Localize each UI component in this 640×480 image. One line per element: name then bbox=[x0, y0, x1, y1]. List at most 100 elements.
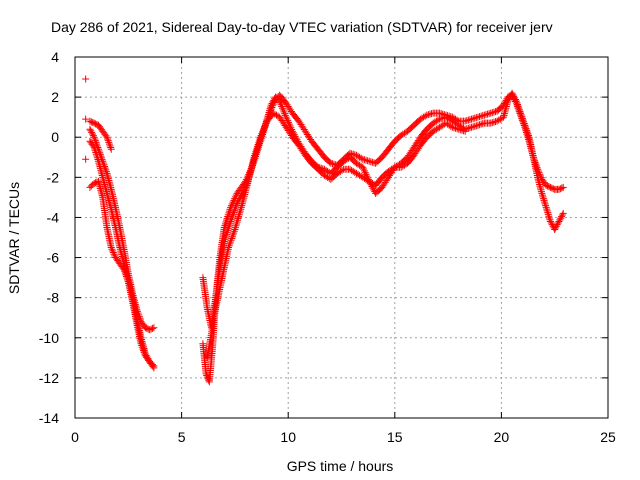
data-point bbox=[269, 100, 277, 108]
data-point bbox=[477, 112, 485, 120]
data-point bbox=[225, 221, 233, 229]
data-point bbox=[511, 98, 519, 106]
data-point bbox=[228, 235, 236, 243]
data-point bbox=[461, 127, 469, 135]
data-point bbox=[86, 117, 94, 125]
data-point bbox=[250, 153, 258, 161]
data-point bbox=[476, 121, 484, 129]
data-point bbox=[256, 133, 264, 141]
data-point bbox=[539, 193, 547, 201]
data-point bbox=[553, 221, 561, 229]
data-point bbox=[367, 158, 375, 166]
data-point bbox=[442, 111, 450, 119]
data-point bbox=[230, 229, 238, 237]
x-tick-labels: 0 5 10 15 20 25 bbox=[71, 429, 616, 445]
data-point bbox=[91, 135, 99, 143]
data-point bbox=[230, 227, 238, 235]
data-point bbox=[501, 98, 509, 106]
data-point bbox=[559, 209, 567, 217]
data-point bbox=[143, 353, 151, 361]
data-point bbox=[534, 165, 542, 173]
data-point bbox=[543, 207, 551, 215]
data-point bbox=[540, 196, 548, 204]
data-point bbox=[468, 115, 476, 123]
data-point bbox=[88, 130, 96, 138]
data-point bbox=[270, 98, 278, 106]
data-point bbox=[107, 244, 115, 252]
data-point bbox=[546, 217, 554, 225]
data-point bbox=[256, 135, 264, 143]
data-point bbox=[259, 126, 267, 134]
data-point bbox=[225, 244, 233, 252]
data-point bbox=[555, 185, 563, 193]
data-point bbox=[107, 144, 115, 152]
data-point bbox=[516, 109, 524, 117]
data-point bbox=[480, 111, 488, 119]
data-point bbox=[258, 130, 266, 138]
data-point bbox=[150, 364, 158, 372]
data-point bbox=[228, 214, 236, 222]
data-point bbox=[257, 131, 265, 139]
data-point bbox=[532, 162, 540, 170]
data-point bbox=[479, 120, 487, 128]
data-point bbox=[365, 157, 373, 165]
data-point bbox=[437, 110, 445, 118]
data-point bbox=[552, 222, 560, 230]
data-point bbox=[284, 117, 292, 125]
data-point bbox=[541, 200, 549, 208]
data-point bbox=[255, 137, 263, 145]
data-point bbox=[439, 110, 447, 118]
data-point bbox=[521, 123, 529, 131]
data-point bbox=[108, 245, 116, 253]
data-point bbox=[91, 137, 99, 145]
data-point bbox=[230, 208, 238, 216]
data-point bbox=[537, 174, 545, 182]
data-point bbox=[556, 185, 564, 193]
data-point bbox=[540, 195, 548, 203]
data-point bbox=[492, 108, 500, 116]
data-point bbox=[346, 149, 354, 157]
data-point bbox=[440, 111, 448, 119]
data-point bbox=[105, 140, 113, 148]
data-point bbox=[82, 75, 90, 83]
x-tick-label: 10 bbox=[280, 429, 296, 445]
data-point bbox=[226, 238, 234, 246]
data-point bbox=[119, 264, 127, 272]
data-point bbox=[260, 124, 268, 132]
data-point bbox=[360, 167, 368, 175]
data-point bbox=[545, 183, 553, 191]
data-point bbox=[253, 144, 261, 152]
data-point bbox=[121, 267, 129, 275]
data-point bbox=[466, 124, 474, 132]
data-point bbox=[542, 203, 550, 211]
data-point bbox=[226, 219, 234, 227]
data-point bbox=[476, 113, 484, 121]
data-point bbox=[221, 222, 229, 230]
data-point bbox=[517, 111, 525, 119]
data-point bbox=[488, 119, 496, 127]
data-point bbox=[490, 108, 498, 116]
data-point bbox=[547, 219, 555, 227]
data-point bbox=[471, 122, 479, 130]
data-point bbox=[461, 117, 469, 125]
data-point bbox=[554, 219, 562, 227]
data-point bbox=[231, 224, 239, 232]
data-point bbox=[89, 119, 97, 127]
data-point bbox=[82, 115, 90, 123]
data-point bbox=[558, 211, 566, 219]
data-point bbox=[229, 231, 237, 239]
data-point bbox=[111, 252, 119, 260]
data-point bbox=[538, 191, 546, 199]
data-point bbox=[445, 112, 453, 120]
data-point bbox=[542, 202, 550, 210]
data-point bbox=[122, 271, 130, 279]
grid bbox=[75, 57, 608, 418]
data-point bbox=[552, 224, 560, 232]
data-point bbox=[469, 115, 477, 123]
data-point bbox=[512, 99, 520, 107]
data-point bbox=[227, 217, 235, 225]
data-point bbox=[359, 155, 367, 163]
data-point bbox=[500, 100, 508, 108]
data-point bbox=[255, 139, 263, 147]
